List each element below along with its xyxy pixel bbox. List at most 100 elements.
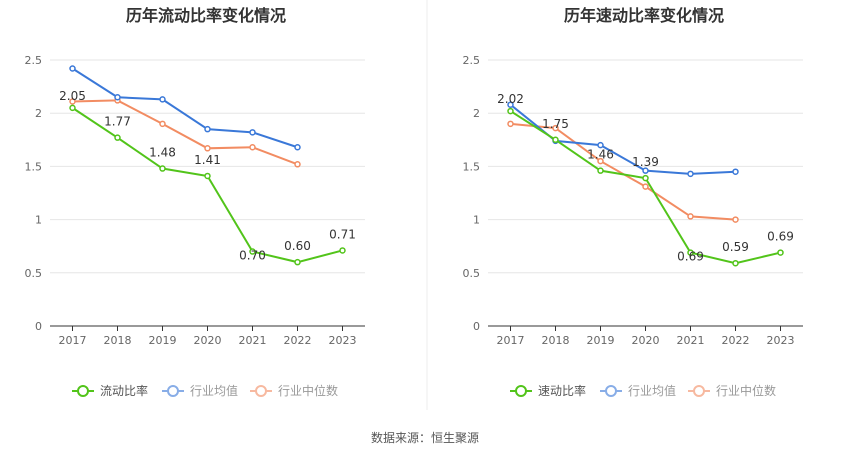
- industry-median-series-line: [72, 99, 298, 166]
- data-label: 1.77: [104, 115, 131, 129]
- quick-ratio-title: 历年速动比率变化情况: [564, 6, 724, 25]
- main-point[interactable]: [642, 174, 649, 182]
- legend-label: 流动比率: [100, 383, 148, 398]
- industry-median-point[interactable]: [642, 183, 649, 190]
- main-point[interactable]: [69, 104, 76, 112]
- legend-item-main[interactable]: 速动比率: [510, 383, 586, 398]
- x-tick-label: 2022: [722, 334, 750, 347]
- legend-marker: [255, 385, 267, 397]
- industry-avg-point[interactable]: [642, 167, 649, 174]
- industry-avg-series-line: [71, 67, 298, 149]
- x-tick-label: 2018: [104, 334, 132, 347]
- data-label: 1.41: [194, 153, 221, 167]
- main-point[interactable]: [507, 107, 514, 115]
- industry-avg-point[interactable]: [732, 168, 739, 175]
- data-label: 1.75: [542, 117, 569, 131]
- industry-median-point[interactable]: [687, 213, 694, 220]
- y-tick-label: 1: [35, 214, 42, 227]
- industry-avg-point[interactable]: [159, 96, 166, 103]
- y-tick-label: 2: [473, 107, 480, 120]
- y-tick-label: 0: [473, 320, 480, 333]
- y-tick-label: 0.5: [463, 267, 481, 280]
- legend-marker: [77, 385, 89, 397]
- legend-item-industry-median[interactable]: 行业中位数: [250, 383, 338, 398]
- data-label: 1.48: [149, 146, 176, 160]
- industry-median-point[interactable]: [294, 161, 301, 168]
- main-point[interactable]: [339, 247, 346, 254]
- x-tick-label: 2017: [497, 334, 525, 347]
- industry-median-point[interactable]: [507, 120, 514, 128]
- industry-median-point[interactable]: [159, 120, 166, 128]
- legend-item-main[interactable]: 流动比率: [72, 383, 148, 398]
- industry-median-point[interactable]: [732, 216, 739, 223]
- legend-label: 速动比率: [538, 383, 586, 398]
- y-tick-label: 1.5: [463, 160, 481, 173]
- main-point[interactable]: [687, 249, 694, 256]
- main-point[interactable]: [159, 165, 166, 172]
- legend-item-industry-avg[interactable]: 行业均值: [162, 383, 238, 398]
- industry-median-series-line: [510, 122, 736, 221]
- y-tick-label: 2.5: [463, 54, 481, 67]
- data-label: 1.46: [587, 148, 614, 162]
- legend-item-industry-avg[interactable]: 行业均值: [600, 383, 676, 398]
- data-source-label: 数据来源：恒生聚源: [371, 430, 479, 445]
- y-tick-label: 1: [473, 214, 480, 227]
- y-tick-label: 0.5: [25, 267, 43, 280]
- industry-avg-point[interactable]: [204, 125, 211, 133]
- industry-avg-point[interactable]: [114, 93, 121, 101]
- industry-median-point[interactable]: [69, 98, 76, 105]
- x-tick-label: 2017: [59, 334, 87, 347]
- industry-avg-point[interactable]: [597, 141, 604, 149]
- x-tick-label: 2023: [329, 334, 357, 347]
- main-point[interactable]: [777, 249, 784, 256]
- main-point[interactable]: [597, 167, 604, 174]
- current-ratio-chart: 历年流动比率变化情况 0 0.5 1 1.5 2 2.5 2017 2018 2019 2020 2…: [25, 6, 365, 398]
- main-point[interactable]: [249, 248, 256, 255]
- legend-marker: [693, 385, 705, 397]
- main-point[interactable]: [552, 136, 559, 144]
- industry-avg-series-line: [509, 103, 736, 175]
- industry-median-point[interactable]: [552, 124, 559, 132]
- legend-marker: [167, 385, 179, 397]
- legend-item-industry-median[interactable]: 行业中位数: [688, 383, 776, 398]
- x-tick-label: 2019: [587, 334, 615, 347]
- industry-avg-point[interactable]: [507, 101, 514, 108]
- main-point[interactable]: [732, 259, 739, 267]
- main-point[interactable]: [204, 172, 211, 180]
- current-ratio-title: 历年流动比率变化情况: [126, 6, 286, 25]
- data-label: 0.59: [722, 240, 749, 254]
- industry-avg-point[interactable]: [249, 129, 256, 136]
- x-tick-label: 2023: [767, 334, 795, 347]
- x-tick-label: 2018: [542, 334, 570, 347]
- data-label: 1.39: [632, 155, 659, 169]
- x-tick-label: 2019: [149, 334, 177, 347]
- main-point[interactable]: [294, 258, 301, 266]
- data-label: 2.05: [59, 89, 86, 103]
- y-tick-label: 1.5: [25, 160, 43, 173]
- x-tick-label: 2022: [284, 334, 312, 347]
- x-tick-label: 2021: [677, 334, 705, 347]
- legend-label: 行业均值: [190, 383, 238, 398]
- data-label: 0.70: [239, 249, 266, 263]
- data-label: 0.60: [284, 239, 311, 253]
- industry-avg-point[interactable]: [69, 65, 76, 72]
- y-tick-label: 0: [35, 320, 42, 333]
- y-tick-label: 2.5: [25, 54, 43, 67]
- data-label: 0.71: [329, 227, 356, 241]
- main-point[interactable]: [114, 134, 121, 141]
- data-label: 2.02: [497, 92, 524, 106]
- industry-avg-point[interactable]: [687, 170, 694, 178]
- quick-ratio-chart: 历年速动比率变化情况 0 0.5 1 1.5 2 2.5 2017 2018 2019 2020 2…: [463, 6, 803, 398]
- legend-marker: [605, 385, 617, 397]
- industry-avg-point[interactable]: [294, 143, 301, 151]
- y-tick-label: 2: [35, 107, 42, 120]
- legend-label: 行业均值: [628, 383, 676, 398]
- legend-marker: [515, 385, 527, 397]
- industry-median-point[interactable]: [249, 143, 256, 151]
- x-tick-label: 2021: [239, 334, 267, 347]
- legend-label: 行业中位数: [278, 383, 338, 398]
- legend-label: 行业中位数: [716, 383, 776, 398]
- industry-median-point[interactable]: [204, 145, 211, 152]
- industry-median-point[interactable]: [597, 157, 604, 165]
